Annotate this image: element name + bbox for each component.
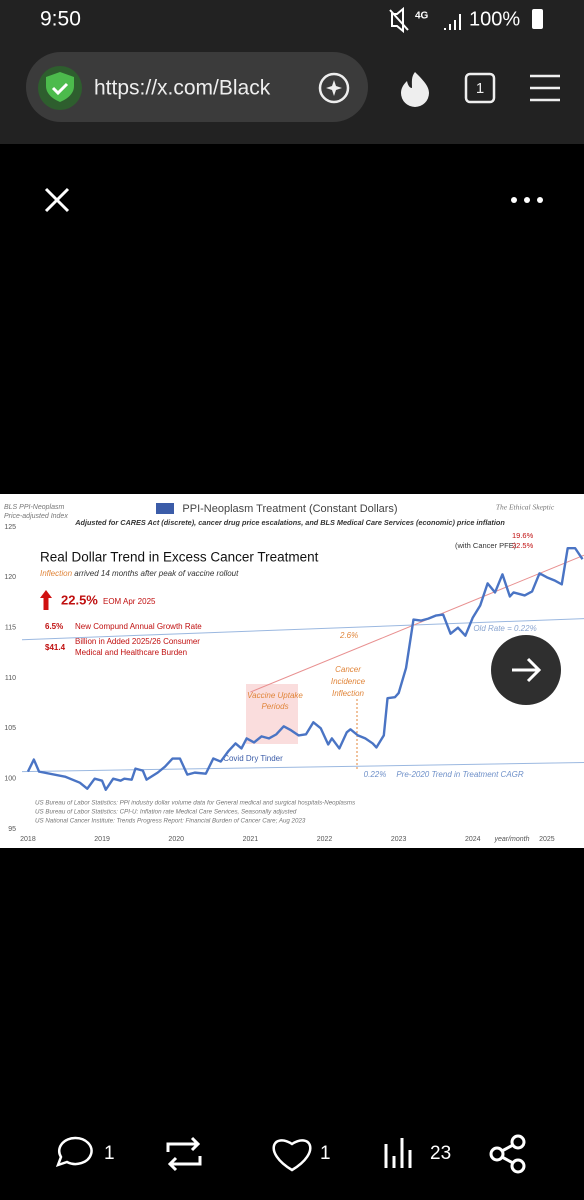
chat-icon[interactable] xyxy=(318,72,350,104)
covid-label: Covid Dry Tinder xyxy=(223,754,283,763)
trend-line xyxy=(250,554,584,693)
pfe-note: (with Cancer PFE) xyxy=(455,541,517,550)
x-tick-label: 2023 xyxy=(391,836,407,843)
like-count: 1 xyxy=(320,1143,331,1164)
pfe-rate: 22.5% xyxy=(512,541,534,550)
cancer-label: Inflection xyxy=(332,689,365,698)
pre2020-note: Pre-2020 Trend in Treatment CAGR xyxy=(396,770,524,779)
tab-box[interactable] xyxy=(464,72,496,104)
url[interactable]: https://x.com/Black xyxy=(94,77,271,100)
next-arrow xyxy=(512,657,542,683)
fire-icon[interactable] xyxy=(401,72,429,107)
svg-text:4G: 4G xyxy=(415,11,429,22)
watermark: The Ethical Skeptic xyxy=(496,503,555,512)
trend-line xyxy=(21,618,584,641)
burden-note: Billion in Added 2025/26 Consumer xyxy=(75,637,200,646)
more-icon[interactable] xyxy=(511,197,543,203)
inflection-word: Inflection xyxy=(40,569,73,578)
flag xyxy=(156,503,174,514)
x-tick-label: 2021 xyxy=(243,836,259,843)
x-tick-label: 2020 xyxy=(168,836,184,843)
url-pill[interactable] xyxy=(26,52,368,122)
burden: $41.4 xyxy=(45,643,66,652)
vaccine-label: Vaccine Uptake xyxy=(247,691,303,700)
source: US Bureau of Labor Statistics: PPI indus… xyxy=(35,800,355,807)
next-button[interactable] xyxy=(486,630,566,710)
action-bar: 1 1 23 xyxy=(55,1134,526,1174)
chart-subtitle: Adjusted for CARES Act (discrete), cance… xyxy=(74,518,505,527)
menu-icon[interactable] xyxy=(530,74,560,102)
chart-title: PPI-Neoplasm Treatment (Constant Dollars… xyxy=(182,503,397,515)
spark xyxy=(326,80,342,96)
battery-text: 100% xyxy=(469,8,520,30)
view-count: 23 xyxy=(430,1143,451,1164)
close-icon[interactable] xyxy=(44,187,70,213)
chart: BLS PPI-Neoplasm Price-adjusted Index PP… xyxy=(0,494,584,848)
y-label: Price-adjusted Index xyxy=(4,513,68,520)
y-label: BLS PPI-Neoplasm xyxy=(4,504,64,511)
y-tick-label: 105 xyxy=(4,725,16,732)
headline-note: EOM Apr 2025 xyxy=(103,597,156,606)
reply-count: 1 xyxy=(104,1143,115,1164)
x-tick-label: 2022 xyxy=(317,836,333,843)
source: US Bureau of Labor Statistics: CPI-U: In… xyxy=(35,809,297,816)
heading: Real Dollar Trend in Excess Cancer Treat… xyxy=(40,550,319,565)
trend-line xyxy=(21,762,584,773)
x-tick-label: 2024 xyxy=(465,836,481,843)
vaccine-band xyxy=(246,684,298,744)
tab-count[interactable]: 1 xyxy=(476,80,484,97)
data-line xyxy=(26,546,584,791)
battery-icon xyxy=(532,9,543,29)
x-tick-label: 2018 xyxy=(20,836,36,843)
top-bar: 9:50 4G 100% https://x.com/Black 1 xyxy=(0,0,584,144)
status-icons: 4G xyxy=(389,6,461,34)
old-rate: Old Rate = 0.22% xyxy=(473,624,536,633)
views-icon[interactable] xyxy=(384,1138,412,1168)
inflection-note: Inflection arrived 14 months after peak … xyxy=(40,569,239,578)
y-tick-label: 110 xyxy=(5,675,16,682)
pfe-rate: 19.6% xyxy=(512,531,534,540)
x-tick-label: 2025 xyxy=(539,836,555,843)
y-tick-label: 115 xyxy=(5,625,16,632)
cancer-label: Incidence xyxy=(331,677,366,686)
share-icon[interactable] xyxy=(489,1134,526,1174)
y-tick-label: 100 xyxy=(4,776,16,783)
chart-bg xyxy=(0,494,584,848)
x-tick-label: 2019 xyxy=(94,836,110,843)
pre2020-rate: 0.22% xyxy=(364,770,387,779)
up-arrow xyxy=(40,590,52,610)
vaccine-label: Periods xyxy=(261,702,288,711)
cancer-label: Cancer xyxy=(335,665,361,674)
like-icon[interactable] xyxy=(272,1139,312,1172)
headline-rate: 22.5% xyxy=(61,592,98,607)
y-tick-label: 95 xyxy=(8,826,16,833)
y-tick-label: 125 xyxy=(4,524,16,531)
repost-icon[interactable] xyxy=(166,1136,202,1172)
reply-icon[interactable] xyxy=(55,1136,93,1168)
red-rate: 2.6% xyxy=(339,631,358,640)
cagr: 6.5% xyxy=(45,622,63,631)
check xyxy=(51,82,69,96)
y-tick-label: 120 xyxy=(4,574,16,581)
clock: 9:50 xyxy=(40,8,81,31)
x-label: year/month xyxy=(493,836,529,843)
burden-note: Medical and Healthcare Burden xyxy=(75,648,187,657)
cagr-note: New Compund Annual Growth Rate xyxy=(75,622,202,631)
source: US National Cancer Institute: Trends Pro… xyxy=(35,818,306,825)
inflection-rest: arrived 14 months after peak of vaccine … xyxy=(72,569,239,578)
shield xyxy=(46,72,74,102)
viewer-controls xyxy=(44,187,543,213)
